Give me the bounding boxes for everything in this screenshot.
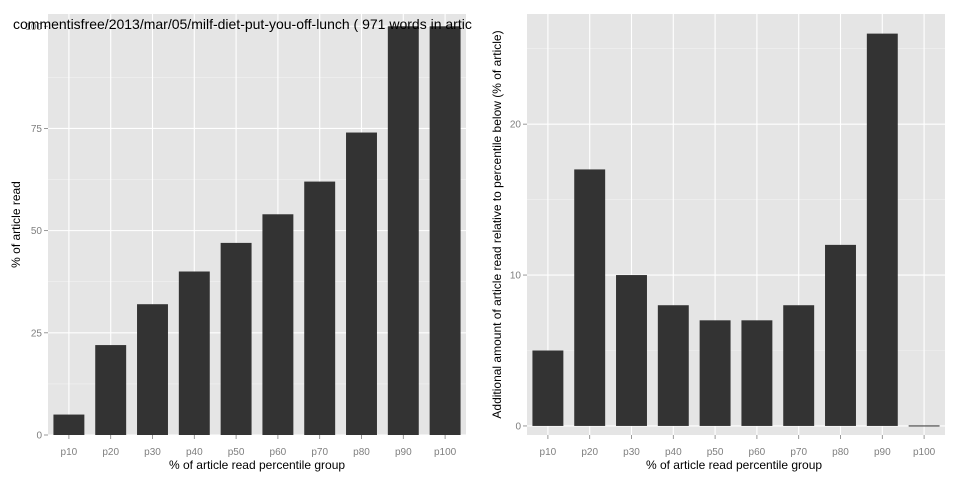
x-tick-label: p70 (790, 447, 807, 458)
x-tick-label: p60 (749, 447, 766, 458)
bar-p30 (137, 304, 168, 435)
x-tick-label: p80 (832, 447, 849, 458)
x-tick-label: p10 (540, 447, 557, 458)
bar-p20 (574, 169, 606, 426)
x-tick-label: p10 (61, 447, 78, 458)
y-tick-label: 25 (31, 328, 43, 339)
x-axis-label: % of article read percentile group (169, 458, 345, 472)
bar-p80 (346, 132, 377, 435)
bar-p60 (262, 214, 294, 435)
x-axis-label: % of article read percentile group (646, 458, 822, 472)
y-tick-label: 0 (515, 421, 521, 432)
x-tick-label: p60 (270, 447, 287, 458)
x-tick-label: p40 (186, 447, 203, 458)
x-tick-label: p30 (144, 447, 161, 458)
y-tick-label: 50 (31, 226, 43, 237)
x-tick-label: p30 (623, 447, 640, 458)
bar-p80 (825, 244, 856, 426)
bar-p100 (908, 425, 940, 427)
x-tick-label: p50 (707, 447, 724, 458)
bar-p90 (866, 33, 898, 426)
y-axis-label: Additional amount of article read relati… (490, 30, 504, 418)
right-chart: 0 10 20 p10 p20 p30 p40 p50 p60 p70 p80 p90 p100 % of… (490, 14, 945, 472)
bar-p70 (304, 181, 336, 435)
x-tick-label: p40 (665, 447, 682, 458)
bar-p40 (657, 305, 689, 426)
x-tick-label: p90 (395, 447, 412, 458)
y-tick-label: 20 (510, 120, 522, 131)
y-tick-label: 10 (510, 271, 522, 282)
bar-p30 (616, 275, 647, 426)
bar-p70 (783, 305, 815, 426)
bar-p10 (53, 414, 85, 435)
bar-p10 (532, 350, 564, 426)
y-tick-label: 75 (31, 124, 43, 135)
bar-p60 (741, 320, 773, 426)
y-tick-label: 100 (25, 22, 42, 33)
x-tick-label: p20 (581, 447, 598, 458)
bar-p50 (699, 320, 731, 426)
x-tick-label: p100 (434, 447, 457, 458)
bar-p40 (178, 271, 210, 435)
bar-p100 (429, 26, 461, 435)
bar-p20 (95, 345, 127, 435)
left-chart: 0 25 50 75 100 p10 p20 p30 p40 p50 p60 p70 p80 p90 p10… (9, 14, 472, 472)
y-axis-label: % of article read (9, 181, 23, 268)
x-tick-label: p80 (353, 447, 370, 458)
x-tick-label: p70 (311, 447, 328, 458)
bar-p50 (220, 242, 252, 435)
x-tick-label: p20 (102, 447, 119, 458)
y-tick-label: 0 (36, 431, 42, 442)
x-tick-label: p90 (874, 447, 891, 458)
x-tick-label: p50 (228, 447, 245, 458)
x-tick-label: p100 (913, 447, 936, 458)
bar-p90 (387, 26, 419, 435)
chart-title: commentisfree/2013/mar/05/milf-diet-put-… (13, 16, 472, 32)
